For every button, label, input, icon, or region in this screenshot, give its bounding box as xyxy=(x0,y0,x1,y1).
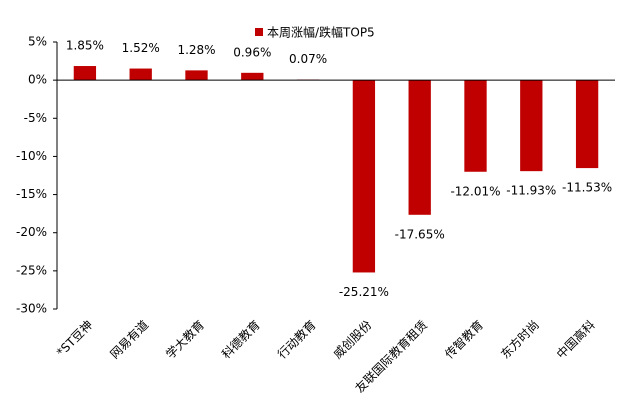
x-tick-label: 行动教育 xyxy=(274,317,319,362)
x-tick-label: 传智教育 xyxy=(442,317,487,362)
x-tick-label: 东方时尚 xyxy=(497,317,542,362)
value-label: -11.53% xyxy=(562,181,612,195)
value-label: -11.93% xyxy=(506,184,556,198)
y-tick-label: -15% xyxy=(16,187,47,201)
bar xyxy=(129,68,152,81)
x-tick-label: *ST豆神 xyxy=(54,318,96,360)
legend-swatch xyxy=(255,28,263,36)
bar xyxy=(520,80,543,172)
value-label: 0.07% xyxy=(289,52,327,66)
value-label: -17.65% xyxy=(395,227,445,241)
y-tick-label: -20% xyxy=(16,225,47,239)
value-label: -25.21% xyxy=(339,285,389,299)
y-tick-label: 5% xyxy=(28,35,47,49)
bar xyxy=(73,66,97,81)
bar xyxy=(575,80,599,169)
y-tick-label: -5% xyxy=(24,111,47,125)
x-tick-label: 学大教育 xyxy=(163,317,208,362)
bar xyxy=(241,72,264,81)
value-label: 1.52% xyxy=(122,41,160,55)
x-tick-label: 威创股份 xyxy=(331,318,375,362)
bar xyxy=(408,80,431,215)
y-tick-label: -10% xyxy=(16,149,47,163)
legend-label: 本周涨幅/跌幅TOP5 xyxy=(267,25,375,40)
y-tick-label: 0% xyxy=(28,73,47,87)
bar xyxy=(464,80,487,172)
y-tick-label: -25% xyxy=(16,263,47,277)
x-tick-label: 中国高科 xyxy=(553,317,598,362)
bar xyxy=(352,80,376,273)
value-label: 1.85% xyxy=(66,39,104,53)
value-label: 1.28% xyxy=(177,43,215,57)
value-label: 0.96% xyxy=(233,45,271,59)
x-tick-label: 网易有道 xyxy=(107,318,151,362)
value-label: -12.01% xyxy=(450,184,500,198)
y-tick-label: -30% xyxy=(16,302,47,316)
bar xyxy=(185,70,208,81)
x-tick-label: 科德教育 xyxy=(218,317,263,362)
